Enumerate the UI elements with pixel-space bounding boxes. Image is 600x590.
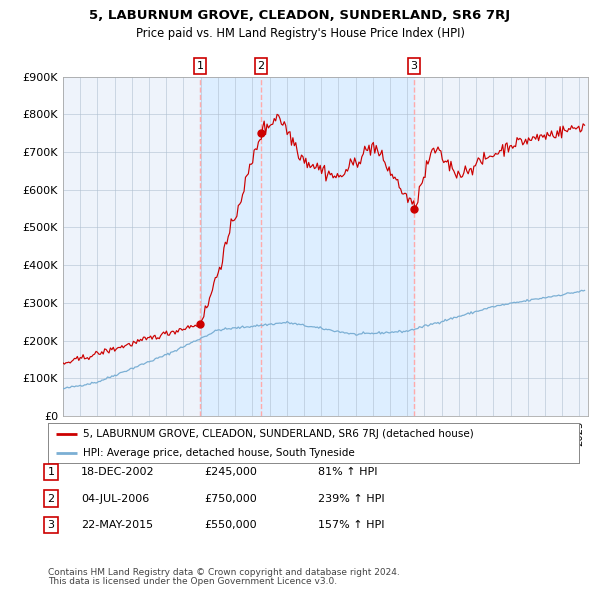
Text: Contains HM Land Registry data © Crown copyright and database right 2024.: Contains HM Land Registry data © Crown c… (48, 568, 400, 576)
Text: This data is licensed under the Open Government Licence v3.0.: This data is licensed under the Open Gov… (48, 577, 337, 586)
Text: 5, LABURNUM GROVE, CLEADON, SUNDERLAND, SR6 7RJ (detached house): 5, LABURNUM GROVE, CLEADON, SUNDERLAND, … (83, 429, 473, 439)
Text: 2: 2 (257, 61, 265, 71)
Text: 3: 3 (47, 520, 55, 530)
Text: 2: 2 (47, 494, 55, 503)
Text: 1: 1 (47, 467, 55, 477)
Text: £750,000: £750,000 (204, 494, 257, 503)
Text: 22-MAY-2015: 22-MAY-2015 (81, 520, 153, 530)
Text: 04-JUL-2006: 04-JUL-2006 (81, 494, 149, 503)
Text: 18-DEC-2002: 18-DEC-2002 (81, 467, 155, 477)
Text: 157% ↑ HPI: 157% ↑ HPI (318, 520, 385, 530)
Text: 81% ↑ HPI: 81% ↑ HPI (318, 467, 377, 477)
Text: 239% ↑ HPI: 239% ↑ HPI (318, 494, 385, 503)
Text: £245,000: £245,000 (204, 467, 257, 477)
Text: 3: 3 (410, 61, 418, 71)
Text: Price paid vs. HM Land Registry's House Price Index (HPI): Price paid vs. HM Land Registry's House … (136, 27, 464, 40)
Bar (261, 77, 414, 416)
Text: £550,000: £550,000 (204, 520, 257, 530)
Bar (200, 77, 261, 416)
Text: 5, LABURNUM GROVE, CLEADON, SUNDERLAND, SR6 7RJ: 5, LABURNUM GROVE, CLEADON, SUNDERLAND, … (89, 9, 511, 22)
Text: 1: 1 (197, 61, 203, 71)
Text: HPI: Average price, detached house, South Tyneside: HPI: Average price, detached house, Sout… (83, 448, 354, 458)
